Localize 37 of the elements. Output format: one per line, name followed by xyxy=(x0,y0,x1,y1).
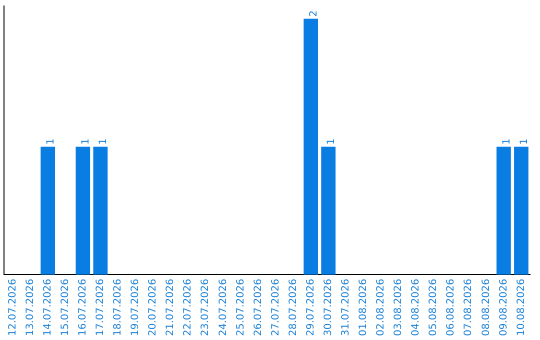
x-tick-label: 22.07.2026 xyxy=(182,278,194,336)
data-label: 1 xyxy=(98,138,110,145)
x-tick-label: 26.07.2026 xyxy=(252,278,264,336)
x-tick-label: 05.08.2026 xyxy=(428,278,440,336)
x-tick-label: 17.07.2026 xyxy=(95,278,106,336)
data-label: 1 xyxy=(45,138,56,145)
x-tick-label: 08.08.2026 xyxy=(480,278,492,336)
data-label: 2 xyxy=(308,10,320,17)
x-tick-label: 07.08.2026 xyxy=(463,278,474,336)
x-tick-label: 29.07.2026 xyxy=(305,278,316,336)
data-label: 1 xyxy=(326,138,337,145)
x-tick-label: 27.07.2026 xyxy=(270,278,282,336)
x-tick-label: 23.07.2026 xyxy=(200,278,212,336)
x-tick-label: 01.08.2026 xyxy=(358,278,370,336)
x-tick-label: 03.08.2026 xyxy=(393,278,404,336)
x-tick-label: 31.07.2026 xyxy=(340,278,352,336)
x-tick-label: 09.08.2026 xyxy=(498,278,510,336)
x-tick-label: 10.08.2026 xyxy=(516,278,527,336)
x-tick-label: 21.07.2026 xyxy=(165,278,176,336)
data-label: 1 xyxy=(501,138,512,145)
data-label: 1 xyxy=(80,138,92,145)
x-tick-label: 28.07.2026 xyxy=(288,278,299,336)
x-tick-label: 15.07.2026 xyxy=(60,278,71,336)
x-tick-label: 04.08.2026 xyxy=(410,278,422,336)
x-tick-label: 16.07.2026 xyxy=(77,278,88,336)
x-tick-label: 18.07.2026 xyxy=(112,278,124,336)
x-tick-label: 25.07.2026 xyxy=(235,278,246,336)
x-tick-label: 02.08.2026 xyxy=(376,278,387,336)
x-tick-label: 13.07.2026 xyxy=(24,278,36,336)
x-tick-label: 06.08.2026 xyxy=(446,278,457,336)
data-label: 1 xyxy=(518,138,530,145)
x-tick-label: 19.07.2026 xyxy=(130,278,142,336)
x-tick-label: 12.07.2026 xyxy=(7,278,18,336)
x-tick-label: 30.07.2026 xyxy=(322,278,334,336)
x-tick-label: 14.07.2026 xyxy=(42,278,54,336)
x-tick-label: 24.07.2026 xyxy=(218,278,229,336)
x-tick-label: 20.07.2026 xyxy=(148,278,159,336)
